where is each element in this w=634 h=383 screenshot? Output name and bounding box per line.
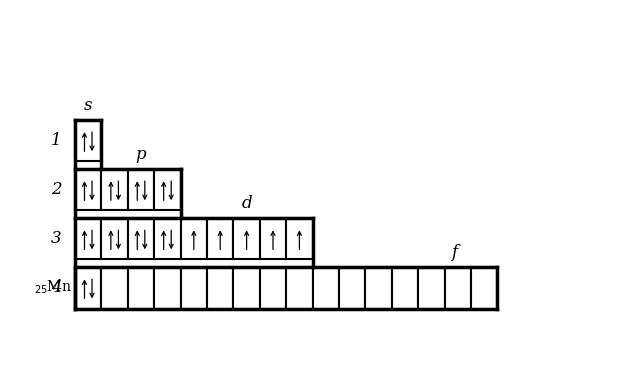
Text: 1: 1 [51, 132, 61, 149]
Bar [154, 169, 181, 210]
Text: f: f [451, 244, 457, 261]
Bar [233, 218, 260, 259]
Text: 2: 2 [51, 181, 61, 198]
Text: 4: 4 [51, 279, 61, 296]
Bar [365, 267, 392, 309]
Bar [101, 169, 128, 210]
Bar [471, 267, 497, 309]
Bar [181, 267, 207, 309]
Bar [128, 218, 154, 259]
Bar [260, 267, 286, 309]
Bar [260, 218, 286, 259]
Bar [339, 267, 365, 309]
Bar [181, 218, 207, 259]
Bar [101, 267, 128, 309]
Bar [392, 267, 418, 309]
Text: 3: 3 [51, 230, 61, 247]
Bar [313, 267, 339, 309]
Bar [154, 218, 181, 259]
Bar [207, 218, 233, 259]
Bar [207, 267, 233, 309]
Bar [444, 267, 471, 309]
Bar [286, 218, 313, 259]
Text: $_{25}$Mn: $_{25}$Mn [34, 279, 72, 296]
Bar [128, 169, 154, 210]
Bar [233, 267, 260, 309]
Text: d: d [242, 195, 252, 212]
Bar [75, 169, 101, 210]
Bar [154, 267, 181, 309]
Bar [128, 267, 154, 309]
Text: p: p [136, 146, 146, 163]
Text: s: s [84, 97, 93, 114]
Bar [418, 267, 444, 309]
Bar [75, 120, 101, 161]
Bar [75, 267, 101, 309]
Bar [75, 218, 101, 259]
Bar [101, 218, 128, 259]
Bar [286, 267, 313, 309]
